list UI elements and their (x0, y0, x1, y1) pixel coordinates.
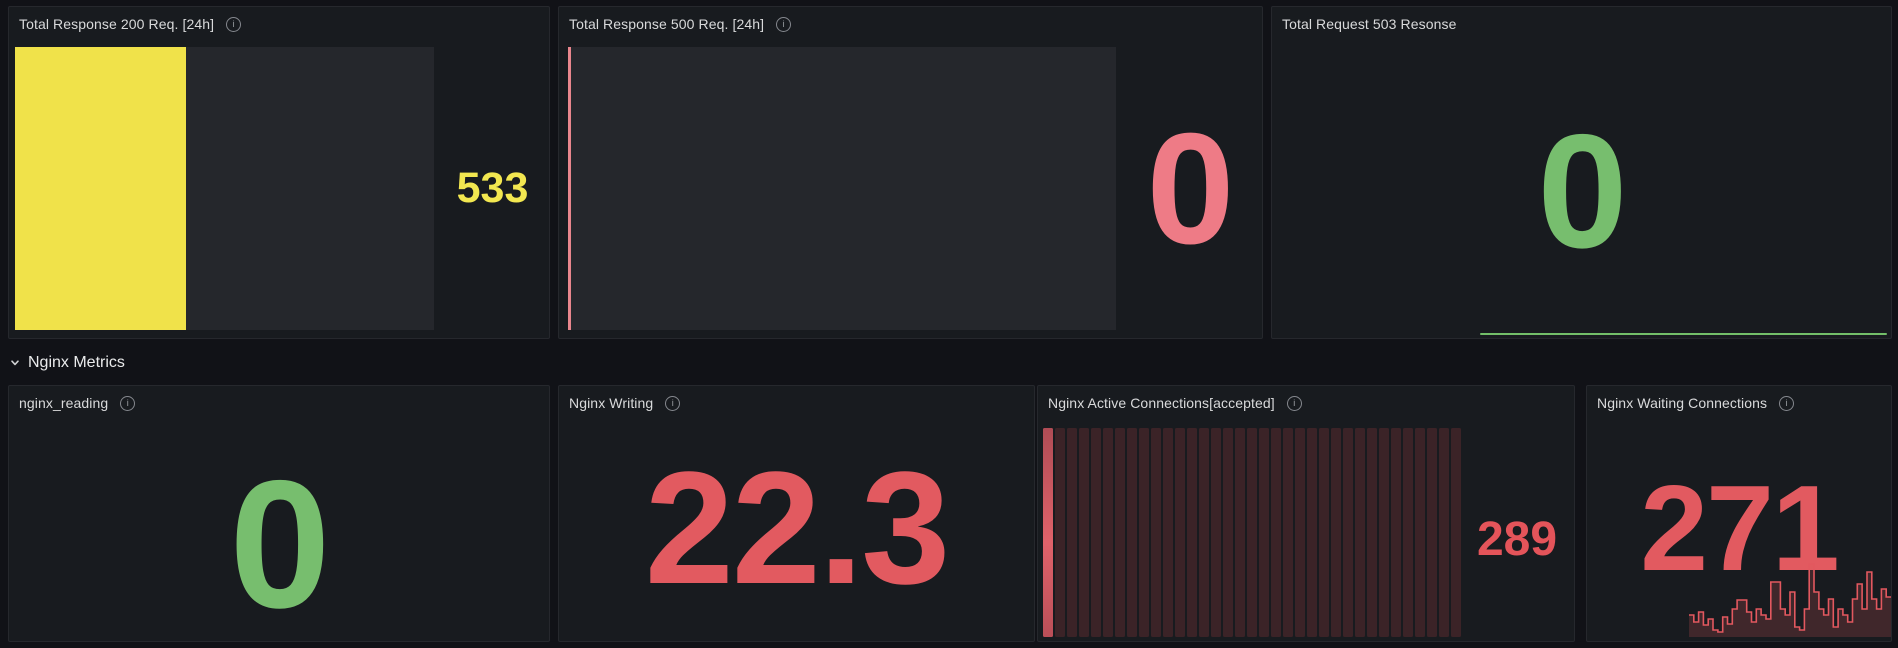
lcd-cell (1271, 428, 1281, 637)
lcd-cell (1367, 428, 1377, 637)
info-icon[interactable]: i (776, 16, 792, 32)
lcd-gauge (1043, 428, 1461, 637)
panel-value: 0 (1537, 100, 1627, 282)
lcd-cell (1091, 428, 1101, 637)
lcd-cell (1391, 428, 1401, 637)
lcd-cell (1283, 428, 1293, 637)
panel-value: 289 (1476, 512, 1558, 566)
panel-header: Nginx Active Connections[accepted] i (1038, 386, 1574, 418)
panel-nginx-reading: nginx_reading i 0 (8, 385, 550, 642)
stat-body: 271 (1587, 414, 1891, 641)
lcd-cell (1259, 428, 1269, 637)
panel-header: nginx_reading i (9, 386, 549, 418)
lcd-cell (1103, 428, 1113, 637)
panel-value: 271 (1640, 459, 1840, 596)
lcd-cell (1223, 428, 1233, 637)
lcd-cell (1175, 428, 1185, 637)
lcd-cell (1163, 428, 1173, 637)
bar-gauge-fill (568, 47, 571, 330)
lcd-cell (1307, 428, 1317, 637)
lcd-cell (1067, 428, 1077, 637)
panel-header: Nginx Writing i (559, 386, 1034, 418)
lcd-cell (1451, 428, 1461, 637)
panel-total-response-500: Total Response 500 Req. [24h] i 0 (558, 6, 1263, 339)
lcd-cell (1403, 428, 1413, 637)
lcd-cell (1235, 428, 1245, 637)
lcd-cell (1319, 428, 1329, 637)
lcd-cell (1211, 428, 1221, 637)
lcd-cell-lit (1043, 428, 1053, 637)
lcd-cell (1127, 428, 1137, 637)
panel-value: 22.3 (644, 437, 950, 617)
lcd-cell (1355, 428, 1365, 637)
stat-body: 0 (9, 414, 549, 641)
lcd-cell (1439, 428, 1449, 637)
panel-title[interactable]: Total Response 500 Req. [24h] (569, 16, 765, 32)
panel-title[interactable]: nginx_reading (19, 395, 109, 411)
info-icon[interactable]: i (1779, 395, 1795, 411)
panel-value: 0 (229, 441, 330, 646)
bar-gauge-track (568, 47, 1116, 330)
panel-title[interactable]: Nginx Active Connections[accepted] (1048, 395, 1275, 411)
lcd-cell (1115, 428, 1125, 637)
bar-gauge-fill (15, 47, 186, 330)
panel-title[interactable]: Total Response 200 Req. [24h] (19, 16, 215, 32)
info-icon[interactable]: i (665, 395, 681, 411)
lcd-cell (1295, 428, 1305, 637)
panel-value: 533 (456, 164, 529, 212)
info-icon[interactable]: i (1286, 395, 1302, 411)
panel-title[interactable]: Total Request 503 Resonse (1282, 16, 1457, 32)
flat-sparkline (1480, 333, 1887, 335)
chevron-down-icon (11, 360, 19, 366)
lcd-cell (1247, 428, 1257, 637)
panel-total-response-200: Total Response 200 Req. [24h] i 533 (8, 6, 550, 339)
lcd-cell (1079, 428, 1089, 637)
info-icon[interactable]: i (120, 395, 136, 411)
panel-nginx-active-connections: Nginx Active Connections[accepted] i 289 (1037, 385, 1575, 642)
panel-nginx-writing: Nginx Writing i 22.3 (558, 385, 1035, 642)
lcd-cell (1199, 428, 1209, 637)
panel-header: Total Response 500 Req. [24h] i (559, 7, 1262, 39)
lcd-cell (1427, 428, 1437, 637)
lcd-cell (1055, 428, 1065, 637)
row-title: Nginx Metrics (28, 354, 125, 371)
stat-body: 22.3 (559, 414, 1034, 641)
lcd-cell (1139, 428, 1149, 637)
panel-title[interactable]: Nginx Waiting Connections (1597, 395, 1768, 411)
panel-nginx-waiting-connections: Nginx Waiting Connections i 271 (1586, 385, 1892, 642)
lcd-cell (1151, 428, 1161, 637)
lcd-cell (1379, 428, 1389, 637)
row-nginx-metrics[interactable]: Nginx Metrics (8, 348, 125, 378)
lcd-cell (1343, 428, 1353, 637)
panel-total-request-503: Total Request 503 Resonse 0 (1271, 6, 1892, 339)
waiting-sparkline (1689, 563, 1891, 637)
lcd-cell (1187, 428, 1197, 637)
panel-header: Total Response 200 Req. [24h] i (9, 7, 549, 39)
lcd-cell (1331, 428, 1341, 637)
lcd-cell (1415, 428, 1425, 637)
panel-header: Total Request 503 Resonse (1272, 7, 1891, 39)
bar-gauge-track (15, 47, 434, 330)
panel-title[interactable]: Nginx Writing (569, 395, 654, 411)
panel-value: 0 (1146, 100, 1235, 277)
info-icon[interactable]: i (226, 16, 242, 32)
panel-header: Nginx Waiting Connections i (1587, 386, 1891, 418)
stat-body: 0 (1272, 35, 1891, 338)
